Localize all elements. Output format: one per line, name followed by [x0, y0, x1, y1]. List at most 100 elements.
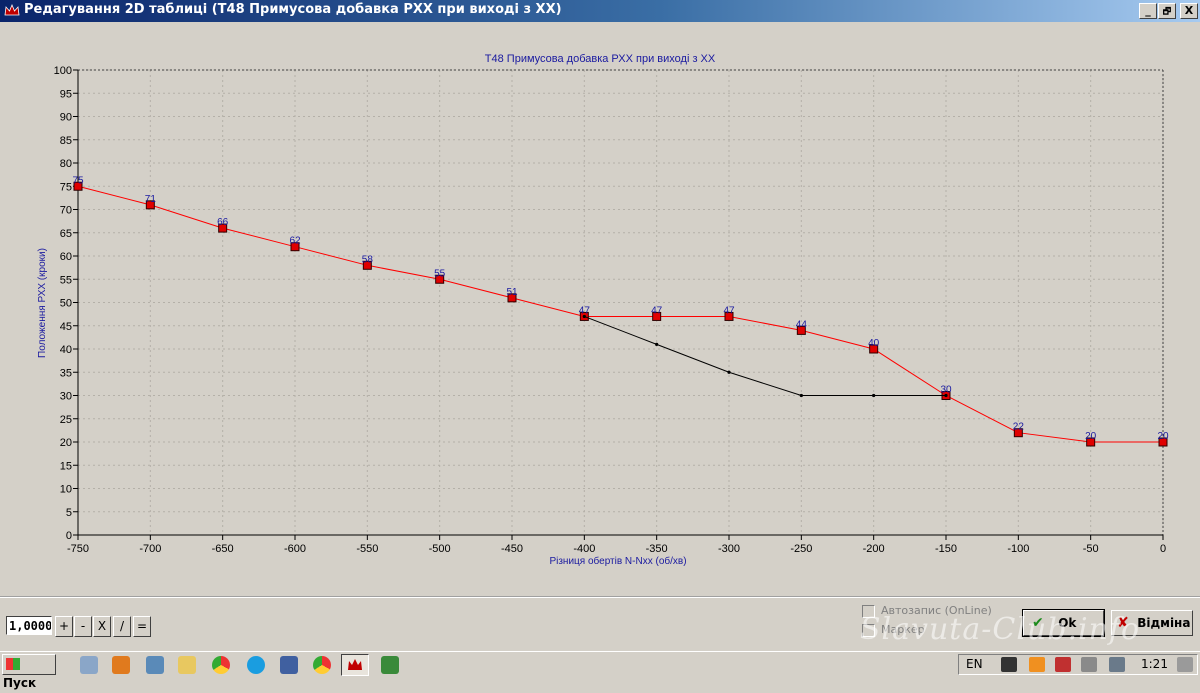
minimize-button[interactable]: _	[1139, 3, 1157, 19]
cancel-label: Відміна	[1137, 616, 1191, 630]
y-tick-label: 75	[60, 181, 72, 193]
x-tick-label: -150	[935, 543, 957, 555]
y-tick-label: 90	[60, 112, 72, 124]
data-point[interactable]	[796, 325, 806, 335]
x-tick-label: -600	[284, 543, 306, 555]
system-tray: EN 1:21	[958, 654, 1198, 675]
volume-icon[interactable]	[1109, 657, 1125, 672]
y-tick-label: 0	[66, 530, 72, 542]
data-label: 75	[72, 175, 84, 186]
data-point-secondary	[872, 393, 876, 398]
y-tick-label: 35	[60, 367, 72, 379]
minimize-icon: _	[1145, 4, 1151, 17]
windows-logo-icon	[6, 658, 20, 670]
coefficient-input[interactable]	[6, 616, 52, 635]
series-1-line	[584, 315, 946, 396]
monitor-icon[interactable]	[1081, 657, 1097, 672]
x-axis-label: Різниця обертів N-Nxx (об/хв)	[549, 555, 686, 567]
x-tick-label: -250	[790, 543, 812, 555]
x-tick-label: -100	[1007, 543, 1029, 555]
autosave-checkbox[interactable]: Автозапис (OnLine)	[862, 604, 992, 618]
explorer-icon[interactable]	[80, 656, 98, 674]
y-tick-label: 45	[60, 321, 72, 333]
clock: 1:21	[1141, 657, 1168, 671]
map-app-icon[interactable]	[381, 656, 399, 674]
title-bar[interactable]: Редагування 2D таблиці (T48 Примусова до…	[0, 0, 1200, 22]
toolbar-separator	[0, 596, 1200, 598]
series-0-line	[77, 185, 1163, 443]
data-point[interactable]	[1086, 437, 1096, 447]
y-tick-label: 80	[60, 158, 72, 170]
add-button[interactable]: +	[55, 616, 73, 637]
skype-icon[interactable]	[247, 656, 265, 674]
y-tick-label: 40	[60, 344, 72, 356]
notification-icon[interactable]	[1177, 657, 1193, 672]
media-player-icon[interactable]	[112, 656, 130, 674]
data-point-secondary	[799, 393, 803, 398]
taskbar-app-active[interactable]	[341, 654, 369, 676]
taskbar: Пуск EN 1:21	[0, 651, 1200, 690]
marker-checkbox[interactable]: Маркер	[862, 623, 925, 637]
pen-tool-icon[interactable]	[146, 656, 164, 674]
y-tick-label: 5	[66, 507, 72, 519]
cancel-button[interactable]: ✘ Відміна	[1111, 610, 1193, 636]
divide-button[interactable]: /	[113, 616, 131, 637]
data-label: 20	[1085, 431, 1097, 442]
close-icon: X	[1184, 4, 1194, 17]
table-chart[interactable]: 0510152025303540455055606570758085909510…	[0, 40, 1200, 580]
y-tick-label: 85	[60, 135, 72, 147]
data-label: 62	[289, 236, 301, 247]
apply-button[interactable]: =	[133, 616, 151, 637]
y-tick-label: 70	[60, 205, 72, 217]
watermark: Slavuta-Club.info	[860, 612, 1141, 647]
data-point[interactable]	[145, 200, 155, 210]
data-point-secondary	[944, 393, 948, 398]
start-button[interactable]: Пуск	[2, 654, 56, 690]
plot-area	[78, 70, 1163, 535]
window-title: Редагування 2D таблиці (T48 Примусова до…	[24, 2, 562, 17]
data-label: 40	[868, 338, 880, 349]
chrome-icon[interactable]	[212, 656, 230, 674]
data-point-secondary	[655, 342, 659, 346]
data-point[interactable]	[435, 274, 445, 284]
data-point[interactable]	[290, 242, 300, 252]
start-label: Пуск	[3, 676, 37, 690]
data-label: 47	[579, 305, 591, 316]
subtract-button[interactable]: -	[74, 616, 92, 637]
data-label: 51	[506, 287, 518, 298]
y-tick-label: 20	[60, 437, 72, 449]
x-tick-label: -550	[356, 543, 378, 555]
data-point[interactable]	[1013, 428, 1023, 438]
data-point[interactable]	[73, 181, 83, 191]
y-tick-label: 95	[60, 88, 72, 100]
security-icon[interactable]	[1055, 657, 1071, 672]
data-point[interactable]	[507, 293, 517, 303]
x-tick-label: -750	[67, 543, 89, 555]
data-point[interactable]	[362, 260, 372, 270]
x-tick-label: -50	[1083, 543, 1099, 555]
app-crown-icon	[4, 3, 20, 16]
autosave-checkbox-box[interactable]	[862, 604, 875, 618]
antivirus-icon[interactable]	[1029, 657, 1045, 672]
data-point[interactable]	[869, 344, 879, 354]
data-label: 44	[796, 319, 808, 330]
x-tick-label: -650	[212, 543, 234, 555]
marker-checkbox-box[interactable]	[862, 623, 875, 637]
network-icon[interactable]	[1001, 657, 1017, 672]
close-button[interactable]: X	[1180, 3, 1198, 19]
restore-button[interactable]: 🗗	[1158, 3, 1176, 19]
data-point[interactable]	[724, 311, 734, 321]
y-tick-label: 30	[60, 391, 72, 403]
y-tick-label: 55	[60, 274, 72, 286]
multiply-button[interactable]: X	[93, 616, 111, 637]
data-label: 22	[1013, 422, 1025, 433]
folder-icon[interactable]	[178, 656, 196, 674]
data-point[interactable]	[218, 223, 228, 233]
data-point-secondary	[582, 314, 586, 319]
printer-icon[interactable]	[280, 656, 298, 674]
data-point[interactable]	[652, 311, 662, 321]
language-indicator[interactable]: EN	[966, 657, 983, 671]
data-point[interactable]	[1158, 437, 1168, 447]
chrome-window-icon[interactable]	[313, 656, 331, 674]
ok-button[interactable]: ✔ Ok	[1022, 609, 1105, 637]
